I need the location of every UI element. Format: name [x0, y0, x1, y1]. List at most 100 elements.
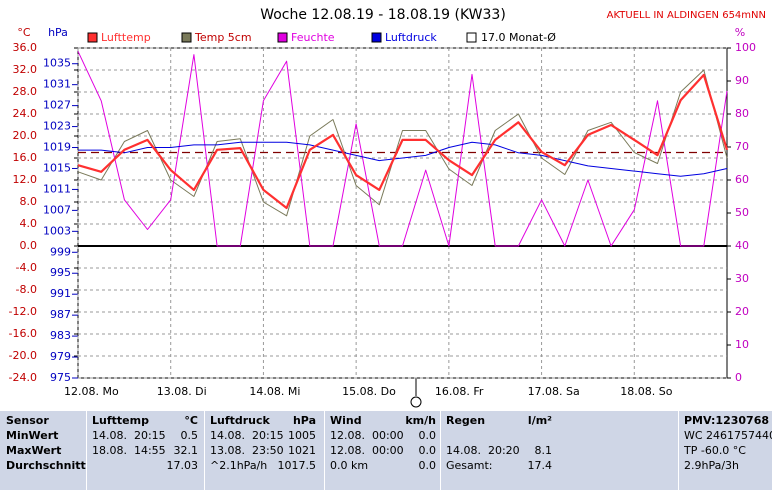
info-line: WC 2461757440: [684, 429, 772, 442]
y2-tick-label: 999: [50, 245, 71, 258]
y2-tick-label: 1027: [43, 99, 71, 112]
y3-tick-label: 70: [735, 140, 749, 153]
row-value: 1005: [288, 429, 316, 442]
legend-label: Feuchte: [291, 31, 335, 44]
y-tick-label: 8.0: [20, 195, 38, 208]
info-line: PMV:1230768: [684, 414, 770, 427]
row-time: Gesamt:: [446, 459, 493, 472]
legend-swatch: [277, 32, 288, 43]
y3-tick-label: 10: [735, 338, 749, 351]
x-tick-label: 15.08. Do: [342, 385, 396, 398]
y2-tick-label: 1023: [43, 120, 71, 133]
row-value: 1021: [288, 444, 316, 457]
column-divider: [440, 411, 441, 490]
x-tick-label: 16.08. Fr: [435, 385, 484, 398]
legend-swatch: [181, 32, 192, 43]
legend-label: Temp 5cm: [194, 31, 252, 44]
y2-tick-label: 979: [50, 350, 71, 363]
block-unit: km/h: [405, 414, 436, 427]
y-tick-label: -8.0: [16, 283, 37, 296]
row-time: 14.08. 20:20: [446, 444, 520, 457]
y-tick-label: 24.0: [13, 107, 38, 120]
y-tick-label: 0.0: [20, 239, 38, 252]
series-line: [77, 69, 728, 217]
y3-tick-label: 80: [735, 107, 749, 120]
x-tick-label: 12.08. Mo: [64, 385, 119, 398]
info-line: 2.9hPa/3h: [684, 459, 740, 472]
chart-title: Woche 12.08.19 - 18.08.19 (KW33): [260, 7, 506, 23]
row-value: 8.1: [534, 444, 553, 457]
annotation: AKTUELL IN ALDINGEN 654mNN: [607, 10, 766, 21]
row-label: MinWert: [6, 429, 59, 442]
y3-tick-label: 60: [735, 173, 749, 186]
row-time: ^2.1hPa/h: [210, 459, 268, 472]
row-value: 0.5: [180, 429, 199, 442]
block-header: Regen: [446, 414, 486, 427]
row-time: 12.08. 00:00: [330, 429, 404, 442]
row-value: 32.1: [173, 444, 199, 457]
block-unit: l/m²: [527, 414, 552, 427]
legend-swatch: [466, 32, 477, 43]
legend-swatch: [371, 32, 382, 43]
y2-tick-label: 1011: [43, 182, 71, 195]
y3-tick-label: 40: [735, 239, 749, 252]
row-time: 14.08. 20:15: [210, 429, 284, 442]
y2-tick-label: 987: [50, 308, 71, 321]
y2-tick-label: 983: [50, 329, 71, 342]
row-value: 0.0: [418, 444, 437, 457]
y-tick-label: 4.0: [20, 217, 38, 230]
y-tick-label: -24.0: [9, 371, 37, 384]
y-tick-label: -12.0: [9, 305, 37, 318]
y2-tick-label: 975: [50, 371, 71, 384]
row-value: 0.0: [418, 459, 437, 472]
column-divider: [86, 411, 87, 490]
x-tick-label: 17.08. Sa: [528, 385, 580, 398]
block-header: Wind: [330, 414, 362, 427]
y2-tick-label: 1015: [43, 161, 71, 174]
legend-label: Lufttemp: [101, 31, 151, 44]
y2-tick-label: 995: [50, 266, 71, 279]
y2-tick-label: 1003: [43, 224, 71, 237]
row-label: Durchschnitt: [6, 459, 86, 472]
y2-axis-label: hPa: [48, 26, 68, 39]
y-tick-label: -16.0: [9, 327, 37, 340]
y2-tick-label: 1007: [43, 203, 71, 216]
row-value: 1017.5: [277, 459, 317, 472]
y-tick-label: -20.0: [9, 349, 37, 362]
x-tick-label: 13.08. Di: [157, 385, 207, 398]
block-header: Lufttemp: [92, 414, 149, 427]
y-axis-label: °C: [17, 26, 31, 39]
series-line: [78, 141, 728, 177]
chart: Woche 12.08.19 - 18.08.19 (KW33) AKTUELL…: [9, 7, 766, 408]
y2-tick-label: 1031: [43, 78, 71, 91]
y3-tick-label: 20: [735, 305, 749, 318]
y3-tick-label: 50: [735, 206, 749, 219]
y-tick-label: 16.0: [13, 151, 38, 164]
row-time: 13.08. 23:50: [210, 444, 284, 457]
y3-tick-label: 90: [735, 74, 749, 87]
plot-area: [77, 47, 728, 379]
y-tick-label: 28.0: [13, 85, 38, 98]
legend-label: 17.0 Monat-Ø: [481, 31, 556, 44]
row-label: MaxWert: [6, 444, 62, 457]
slider-handle[interactable]: [410, 396, 422, 408]
y-tick-label: 32.0: [13, 63, 38, 76]
x-tick-label: 14.08. Mi: [249, 385, 300, 398]
y-tick-label: 20.0: [13, 129, 38, 142]
stats-table: Sensor MinWert MaxWert Durchschnitt Lufttemp…: [0, 411, 772, 490]
y-tick-label: 36.0: [13, 41, 38, 54]
x-tick-label: 18.08. So: [620, 385, 672, 398]
row-label: Sensor: [6, 414, 49, 427]
row-time: 0.0 km: [330, 459, 369, 472]
y2-tick-label: 991: [50, 287, 71, 300]
y3-tick-label: 100: [735, 41, 756, 54]
y-tick-label: -4.0: [16, 261, 37, 274]
block-unit: hPa: [292, 414, 316, 427]
column-divider: [204, 411, 205, 490]
row-value: 0.0: [418, 429, 437, 442]
y3-axis-label: %: [735, 26, 745, 39]
y-tick-label: 12.0: [13, 173, 38, 186]
y3-tick-label: 0: [735, 371, 742, 384]
block-unit: °C: [184, 414, 198, 427]
